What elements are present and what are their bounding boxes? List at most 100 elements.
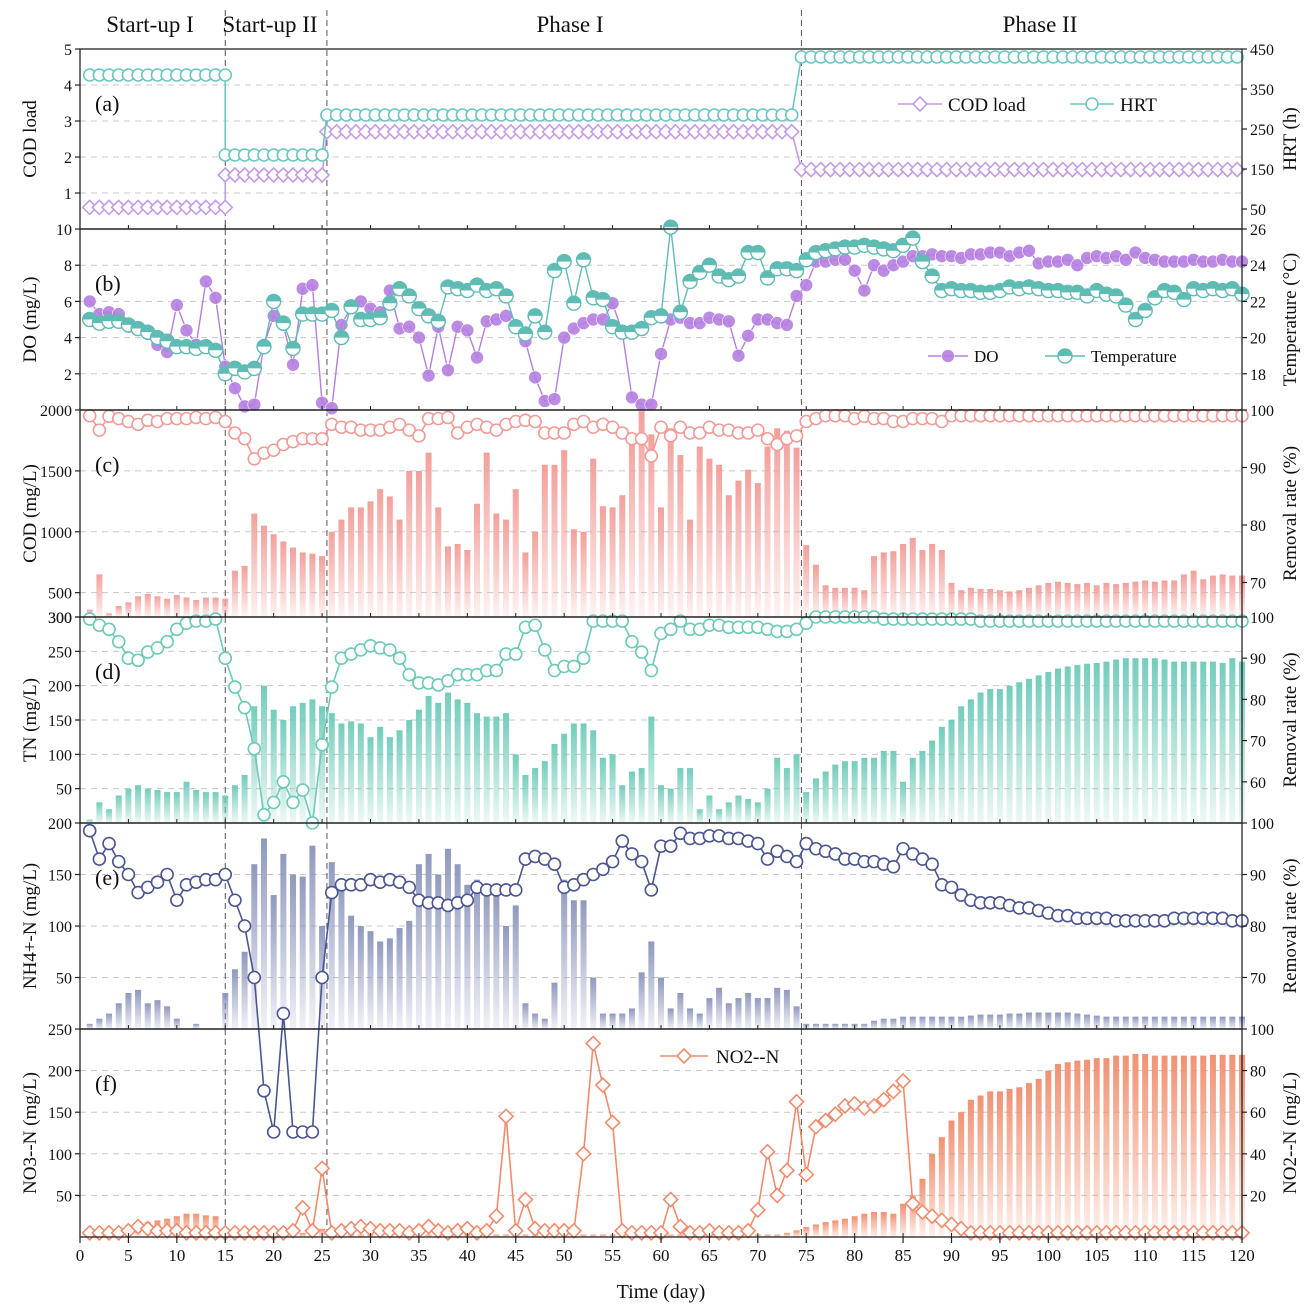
bar (619, 1013, 626, 1029)
bar (86, 819, 93, 823)
data-point (634, 854, 649, 869)
bar (367, 931, 374, 1029)
y-tick-label: 2000 (40, 403, 72, 420)
y-tick-label: 8 (64, 258, 72, 275)
bar (1151, 658, 1158, 823)
y-axis-label: NH4+-N (mg/L) (20, 863, 41, 989)
bar (154, 1000, 161, 1029)
data-point (256, 338, 272, 355)
bar (861, 1213, 868, 1237)
data-point (228, 893, 242, 908)
y-tick-label: 500 (48, 586, 72, 603)
data-point (788, 262, 805, 279)
data-point (517, 326, 534, 342)
bar (173, 595, 180, 617)
data-point (237, 700, 252, 715)
data-point (751, 423, 765, 437)
bar (1161, 1016, 1168, 1029)
data-point (247, 397, 262, 412)
y2-axis-label: Temperature (°C) (1280, 253, 1301, 386)
bar (929, 543, 936, 617)
bar (1200, 1055, 1207, 1237)
bar (716, 809, 723, 823)
bar (454, 864, 461, 1029)
data-point (478, 1222, 495, 1239)
bar (251, 706, 258, 823)
data-point (925, 857, 939, 872)
data-point (266, 1125, 281, 1139)
bar (1122, 1055, 1129, 1237)
data-point (663, 622, 678, 637)
data-point (401, 288, 417, 304)
y2-tick-label: 100 (1250, 403, 1274, 420)
data-point (170, 893, 184, 908)
bar (735, 795, 742, 823)
data-point (788, 1093, 805, 1110)
y2-tick-label: 100 (1250, 1022, 1274, 1039)
bar (319, 706, 326, 823)
bar (1055, 1012, 1062, 1029)
bar (1200, 661, 1207, 823)
bar (619, 785, 626, 823)
bar (222, 795, 229, 823)
bar (1151, 1055, 1158, 1237)
data-point (383, 643, 397, 657)
panel-label: (f) (95, 1071, 117, 1096)
y-tick-label: 2 (64, 367, 72, 384)
data-point (567, 659, 581, 674)
data-point (556, 253, 572, 270)
bar (1190, 570, 1197, 617)
bar (706, 795, 713, 823)
data-point (760, 431, 775, 446)
bar (1122, 1016, 1129, 1029)
y2-tick-label: 350 (1250, 82, 1274, 99)
data-point (780, 318, 794, 332)
data-point (441, 410, 455, 425)
bar (386, 938, 393, 1029)
bar (522, 552, 529, 617)
data-point (528, 370, 542, 385)
bar (871, 757, 878, 823)
data-point (625, 847, 639, 861)
data-point (673, 614, 688, 628)
bar (396, 519, 403, 617)
bar (880, 750, 887, 823)
bar (367, 501, 374, 617)
data-point (257, 1084, 271, 1098)
bar (1103, 582, 1110, 617)
legend-marker (1057, 348, 1073, 364)
bar (774, 757, 781, 823)
data-point (721, 314, 736, 329)
data-point (846, 1095, 863, 1113)
data-point (663, 839, 678, 853)
bar (745, 798, 752, 823)
bar (1113, 1055, 1120, 1237)
bar (1064, 666, 1071, 823)
bar (1142, 1053, 1149, 1237)
bar (212, 597, 219, 617)
bar (861, 590, 868, 617)
data-point (324, 885, 339, 900)
bar (929, 1153, 936, 1237)
bar (958, 1016, 965, 1029)
bar (338, 879, 345, 1029)
data-point (865, 1097, 883, 1115)
data-point (305, 278, 320, 292)
bar (1025, 1012, 1032, 1029)
bar (1151, 581, 1158, 617)
bar (822, 585, 829, 617)
data-point (933, 1212, 950, 1229)
y-tick-label: 150 (48, 868, 72, 885)
data-point (585, 1035, 602, 1052)
bar (241, 774, 248, 823)
data-point (1118, 297, 1134, 313)
y-tick-label: 50 (56, 1188, 72, 1205)
bar (783, 989, 790, 1029)
legend-marker (1085, 97, 1099, 111)
bar (1180, 1016, 1187, 1029)
y2-axis-label: Removal rate (%) (1280, 858, 1301, 993)
bar (1035, 585, 1042, 617)
data-point (673, 420, 688, 435)
bar (154, 596, 161, 617)
bar (871, 556, 878, 617)
